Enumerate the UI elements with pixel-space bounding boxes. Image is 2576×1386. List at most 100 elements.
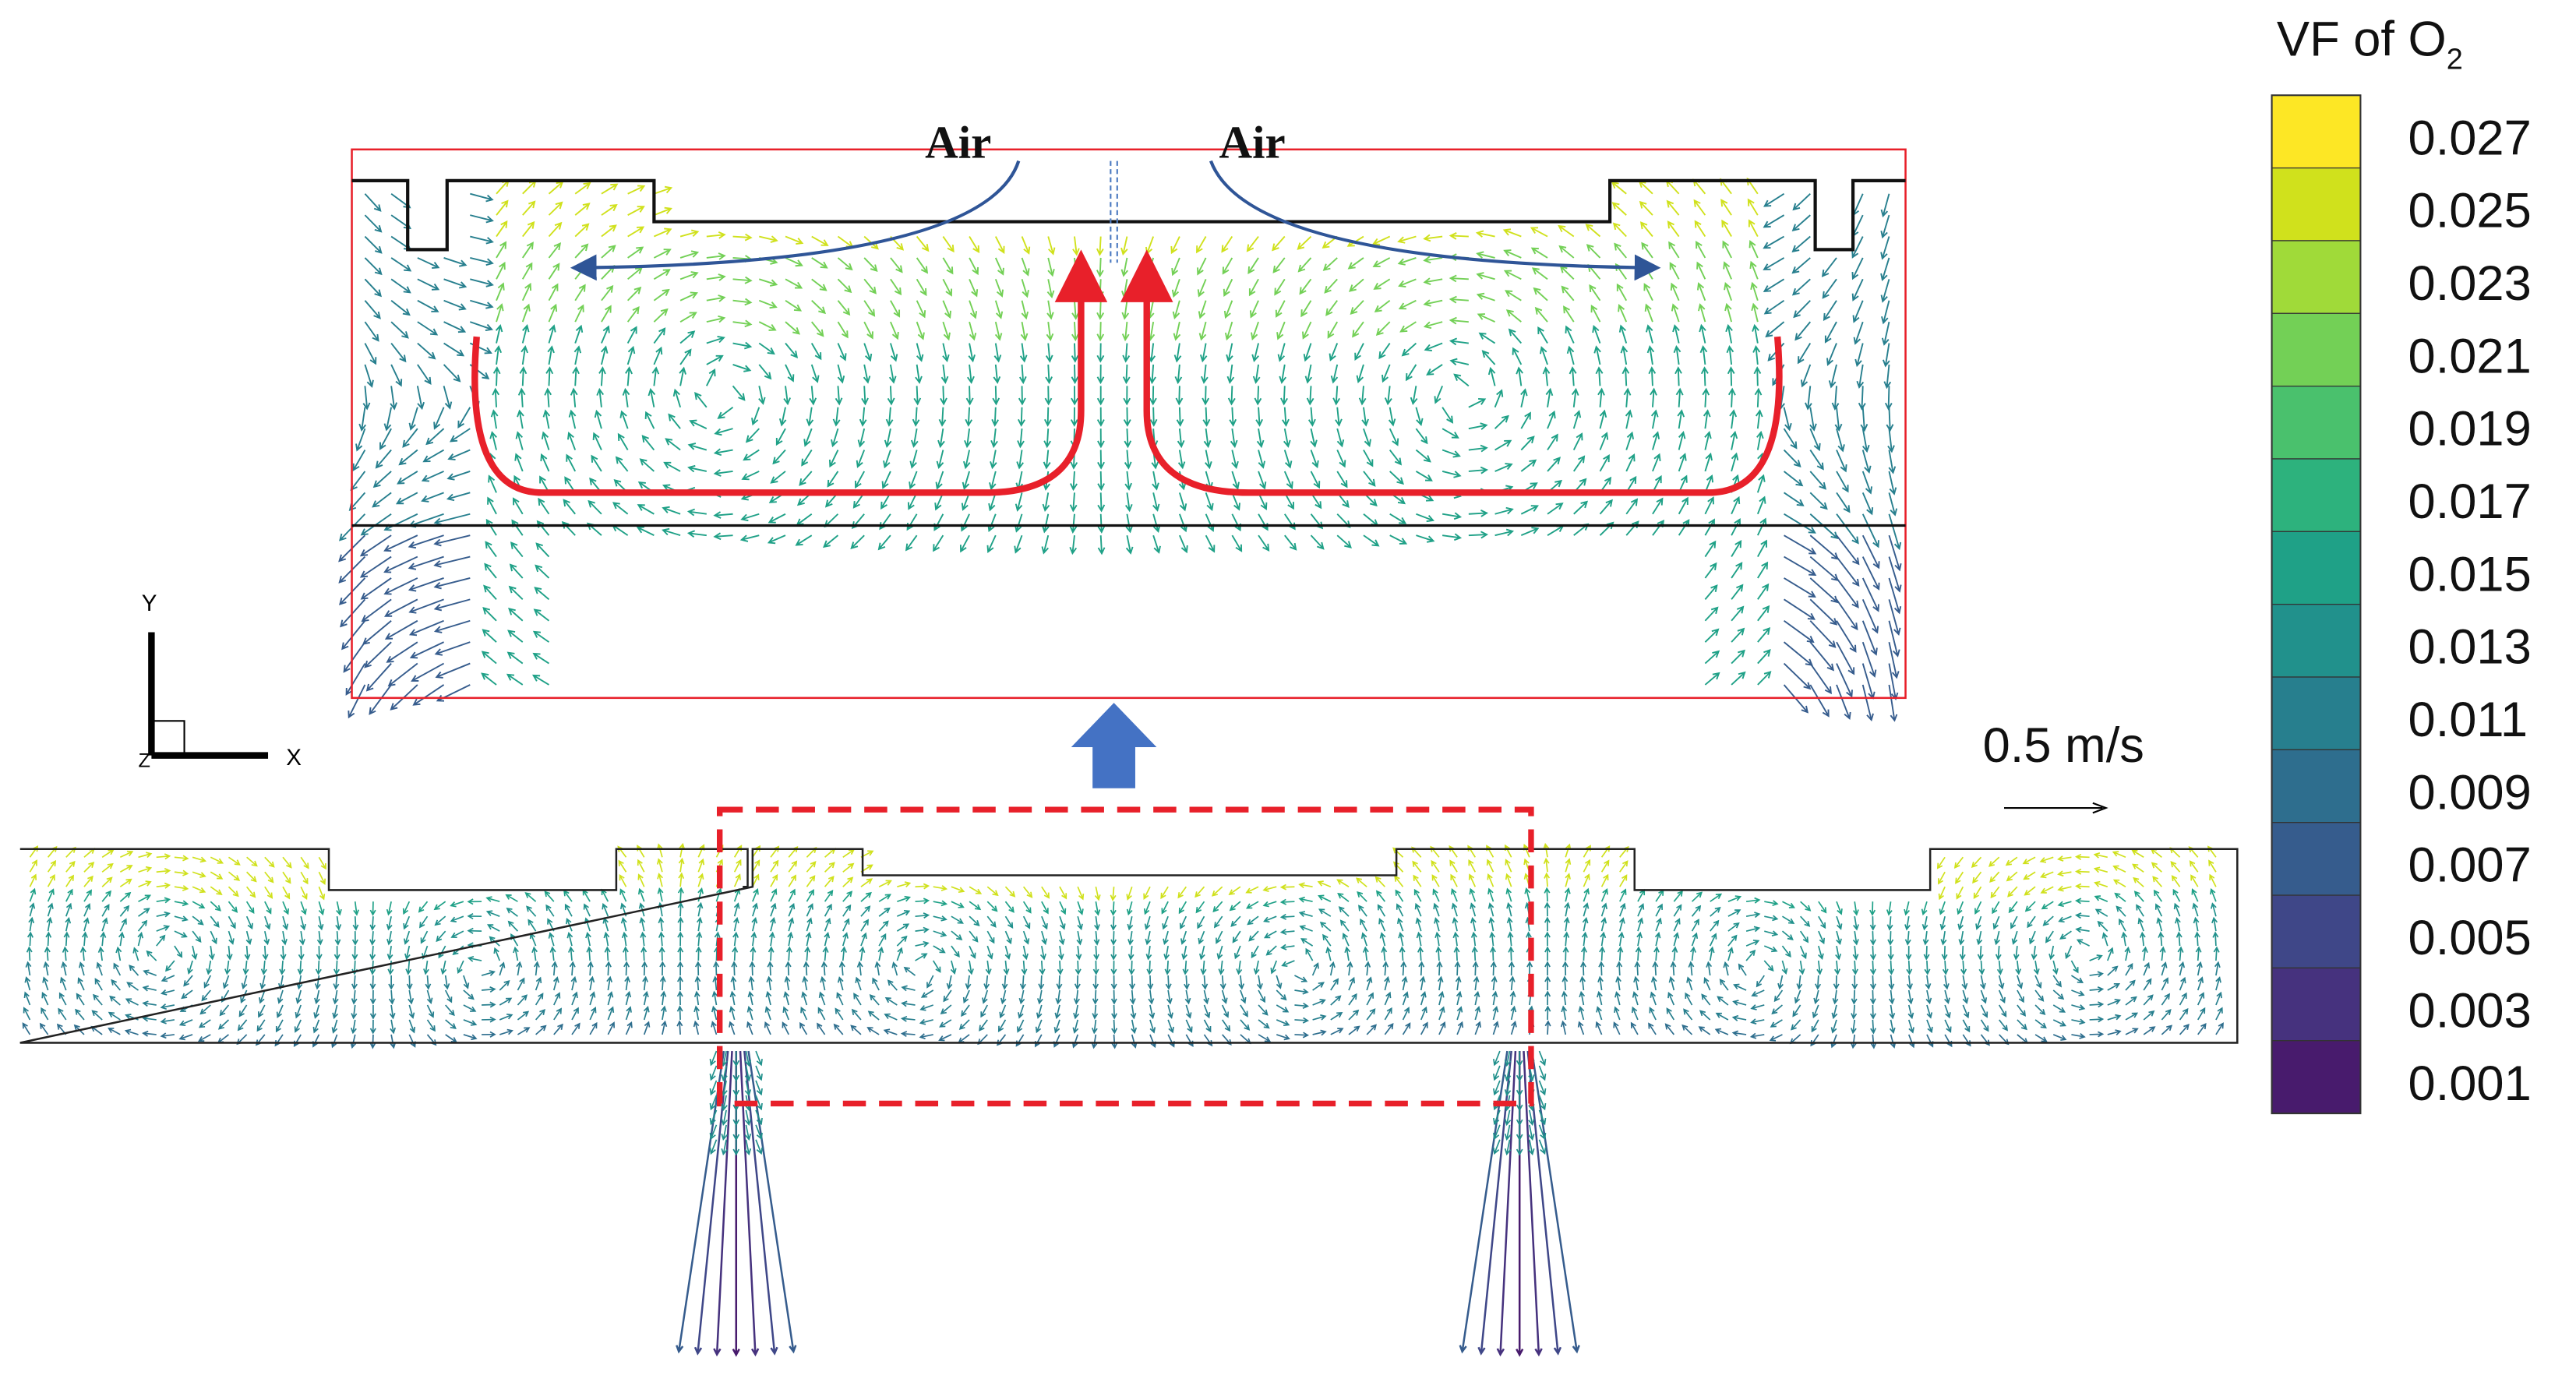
air-label: Air (925, 116, 991, 168)
vector (1590, 304, 1601, 323)
vector (1921, 915, 1928, 931)
vector (1096, 322, 1105, 342)
vector (1474, 1006, 1481, 1021)
vector (65, 902, 72, 917)
vector (1870, 1019, 1876, 1035)
vector (607, 1021, 616, 1035)
vector (2133, 876, 2144, 887)
vector (1014, 534, 1023, 554)
vector (1784, 534, 1817, 555)
vector (1547, 457, 1561, 472)
vector (1258, 1034, 1272, 1042)
vector (824, 931, 831, 947)
vector (1888, 989, 1895, 1005)
vector (499, 961, 506, 976)
vector (355, 428, 366, 452)
vector (1886, 407, 1894, 432)
vector (888, 364, 897, 384)
vector (729, 1021, 736, 1035)
vector (1880, 214, 1890, 239)
vector (445, 1004, 455, 1017)
vector (293, 1034, 302, 1047)
vector (1667, 220, 1680, 238)
vector (1639, 221, 1653, 238)
vector (637, 845, 645, 858)
vector (910, 428, 919, 448)
vector (732, 916, 739, 932)
vector (1039, 945, 1046, 961)
vector (1017, 1019, 1025, 1033)
vector (940, 364, 949, 384)
vector (97, 946, 104, 961)
vector (694, 975, 701, 991)
vector (1799, 945, 1807, 960)
vector (1251, 945, 1259, 959)
vector (1091, 1019, 1098, 1035)
vector (1691, 905, 1702, 917)
vector (658, 916, 665, 932)
vector (2042, 915, 2054, 926)
vector (969, 257, 979, 276)
vector (1851, 989, 1858, 1005)
vector (570, 975, 577, 991)
vector (2011, 930, 2018, 945)
vector (506, 651, 524, 665)
vector (587, 961, 594, 976)
vector (897, 881, 912, 888)
vector (1691, 919, 1699, 932)
vector (1059, 901, 1067, 915)
vector (1092, 975, 1099, 990)
vector (1754, 387, 1763, 407)
vector (1487, 873, 1494, 887)
vector (1185, 1019, 1193, 1033)
vector (1809, 620, 1837, 648)
vector (1329, 343, 1339, 361)
vector (1673, 890, 1683, 902)
vector (364, 235, 383, 254)
vector (661, 1020, 668, 1035)
vector (1530, 247, 1548, 259)
vector (1074, 975, 1081, 990)
vector (1749, 260, 1759, 280)
vector (238, 1004, 248, 1017)
vector (619, 888, 627, 902)
vector (496, 199, 509, 216)
vector (1263, 915, 1277, 923)
vector (1254, 386, 1262, 406)
vector (1249, 300, 1259, 319)
vector (369, 1004, 376, 1020)
vector (341, 620, 366, 651)
vector (408, 1034, 416, 1048)
vector (743, 449, 760, 461)
vector (1745, 940, 1760, 947)
vector (942, 278, 953, 297)
vector (1558, 245, 1575, 259)
vector (1664, 1023, 1674, 1035)
vector (1733, 983, 1747, 991)
vector (1599, 409, 1607, 429)
vector (245, 901, 255, 915)
vector (386, 915, 393, 931)
vector (1322, 933, 1332, 947)
vector (1797, 343, 1812, 365)
vector (1538, 1050, 1547, 1067)
vector (1869, 916, 1876, 931)
vector (1566, 345, 1575, 365)
vector (571, 1022, 580, 1035)
vector (992, 386, 1000, 406)
vector (1489, 931, 1496, 947)
vector (241, 975, 248, 989)
vector (2070, 960, 2079, 974)
vector (986, 534, 997, 554)
vector (1998, 1004, 2007, 1017)
vector (706, 335, 725, 344)
vector (1121, 322, 1130, 342)
colorbar-band (2271, 1040, 2362, 1114)
vector (1611, 202, 1627, 216)
vector (389, 1004, 396, 1020)
vector (987, 513, 997, 533)
vector (1565, 873, 1571, 887)
vector (994, 257, 1004, 276)
vector (1542, 366, 1551, 386)
vector (1298, 882, 1313, 889)
